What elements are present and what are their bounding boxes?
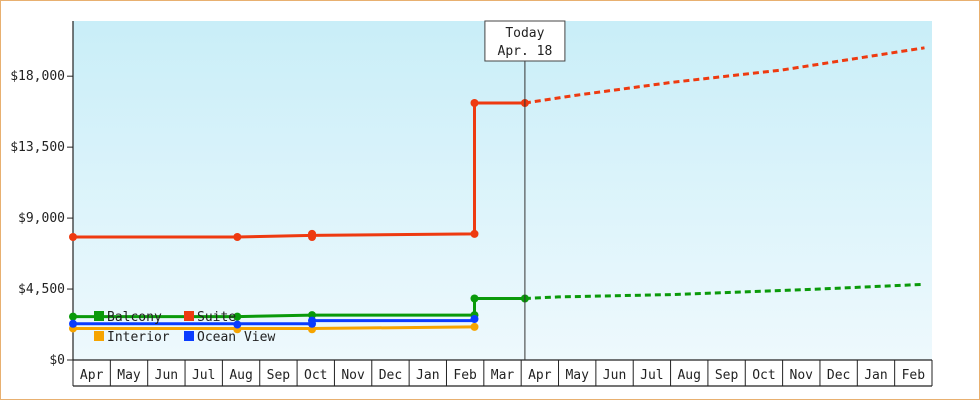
x-tick-label: Apr — [528, 368, 552, 383]
series-interior-point — [308, 325, 317, 334]
series-balcony-point — [233, 312, 242, 321]
x-tick-label: Jan — [864, 368, 887, 383]
legend-swatch-ocean-view — [184, 331, 194, 341]
plot-background — [73, 21, 932, 360]
x-tick-label: May — [117, 368, 141, 383]
x-tick-label: Nov — [790, 368, 814, 383]
legend-swatch-balcony — [94, 311, 104, 321]
y-axis: $0 $4,500 $9,000 $13,500 $18,000 — [10, 21, 74, 368]
y-tick-label: $9,000 — [18, 211, 65, 226]
legend-label-balcony: Balcony — [107, 310, 162, 325]
x-axis: Apr May Jun Jul Aug Sep Oct Nov Dec Jan Feb Mar Apr M… — [72, 359, 933, 387]
legend-label-ocean-view: Ocean View — [197, 330, 275, 345]
x-tick-label: Aug — [229, 368, 252, 383]
series-ocean-view-point — [69, 319, 77, 328]
y-tick-label: $13,500 — [10, 140, 65, 155]
legend-label-interior: Interior — [107, 330, 170, 345]
x-tick-label: Sep — [267, 368, 291, 383]
today-marker: Today Apr. 18 — [484, 20, 566, 360]
legend: Balcony Suite Interior Ocean View — [94, 310, 275, 345]
x-tick-label: Apr — [80, 368, 104, 383]
x-tick-label: Feb — [902, 368, 926, 383]
series-layer — [69, 46, 925, 334]
legend-swatch-interior — [94, 331, 104, 341]
x-tick-label: Jul — [192, 368, 215, 383]
series-interior-point — [470, 322, 479, 331]
x-tick-label: Jun — [155, 368, 178, 383]
series-ocean-view-point — [233, 320, 242, 329]
series-suite-point — [470, 229, 479, 238]
series-suite-forecast-line — [524, 46, 925, 105]
x-tick-label: Oct — [304, 368, 327, 383]
x-tick-label: Feb — [453, 368, 477, 383]
x-tick-label: Dec — [827, 368, 850, 383]
today-date-label: Apr. 18 — [498, 44, 553, 59]
y-tick-label: $4,500 — [18, 282, 65, 297]
x-tick-label: Jan — [416, 368, 439, 383]
series-suite-point — [308, 229, 317, 238]
today-label-box — [484, 20, 566, 62]
series-balcony-point — [470, 294, 479, 303]
series-suite-point — [233, 233, 242, 242]
legend-swatch-suite — [184, 311, 194, 321]
series-suite-point — [69, 233, 77, 242]
series-balcony-point — [308, 311, 317, 320]
x-tick-label: Jun — [603, 368, 626, 383]
series-balcony-point — [69, 312, 77, 321]
series-balcony-forecast-line — [524, 282, 925, 300]
series-suite-line — [73, 101, 525, 239]
series-balcony-line — [73, 297, 525, 319]
x-tick-label: Mar — [491, 368, 515, 383]
today-label: Today — [505, 26, 544, 41]
series-ocean-view-point — [470, 315, 479, 324]
series-ocean-view-point — [308, 316, 317, 325]
y-tick-label: $18,000 — [10, 69, 65, 84]
y-tick-label: $0 — [49, 353, 65, 368]
x-tick-label: May — [565, 368, 589, 383]
x-tick-label: Nov — [341, 368, 365, 383]
x-tick-label: Aug — [677, 368, 700, 383]
x-tick-label: Sep — [715, 368, 739, 383]
series-interior-line — [73, 325, 475, 330]
x-tick-label: Jul — [640, 368, 663, 383]
series-suite-point — [470, 98, 479, 107]
legend-label-suite: Suite — [197, 310, 236, 325]
x-tick-label: Dec — [379, 368, 402, 383]
x-tick-label: Oct — [752, 368, 775, 383]
